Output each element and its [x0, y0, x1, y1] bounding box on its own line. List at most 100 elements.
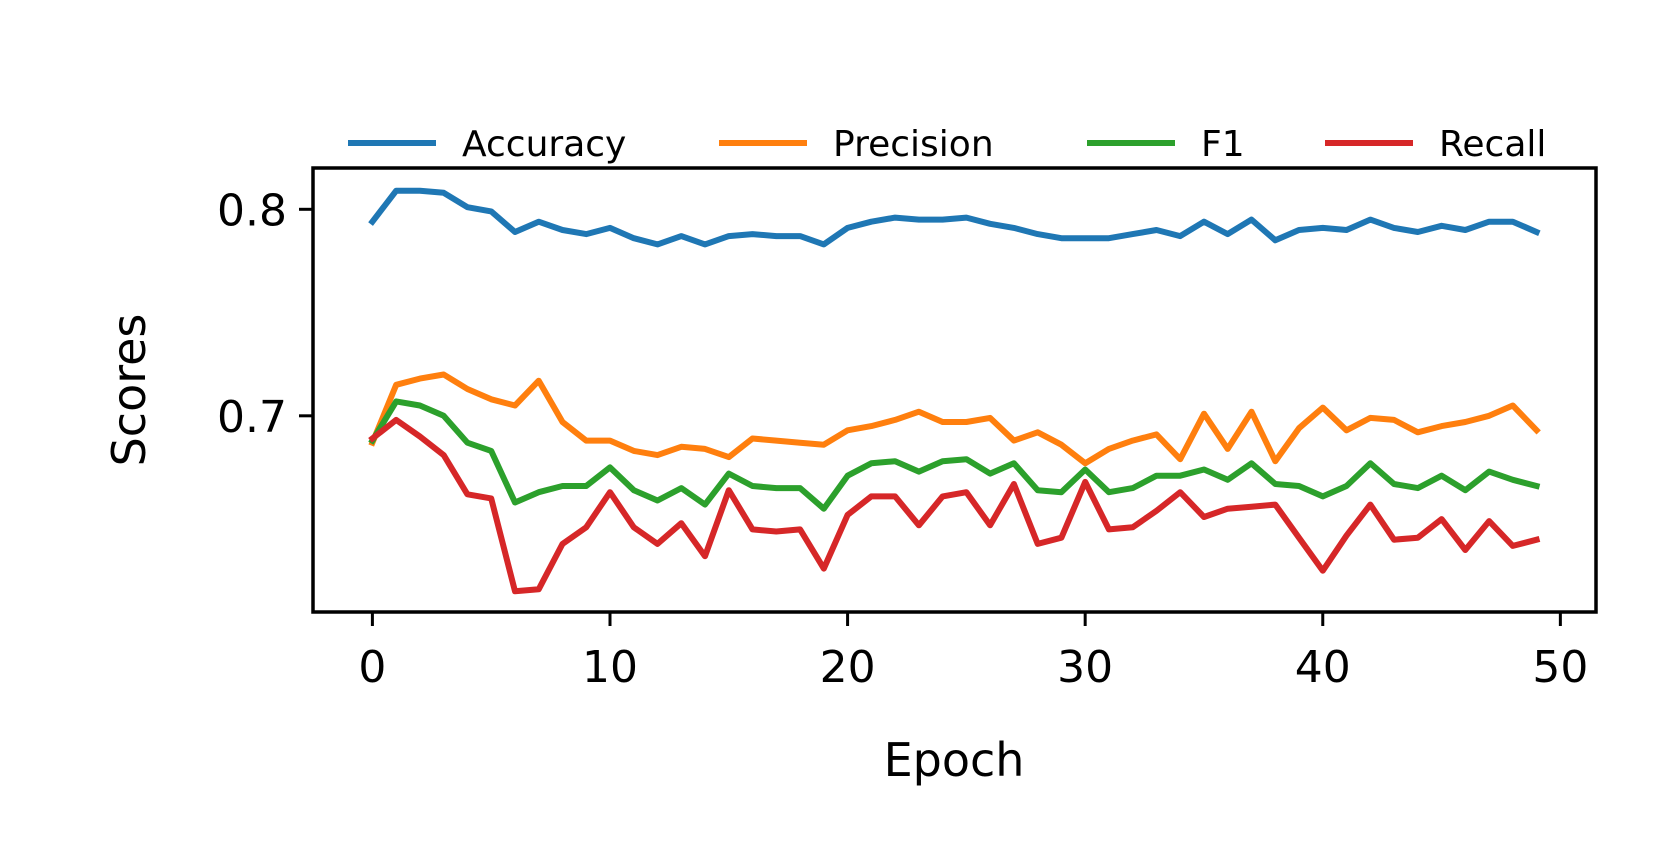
data-point-precision [847, 429, 849, 431]
data-point-f1 [1251, 462, 1252, 464]
data-point-precision [918, 411, 920, 413]
y-tick-label: 0.8 [217, 185, 287, 236]
y-axis: 0.7 0.8 [217, 185, 313, 443]
data-point-f1 [1322, 495, 1324, 497]
data-point-f1 [1441, 475, 1443, 477]
data-point-precision [1488, 415, 1490, 417]
data-point-recall [1322, 570, 1324, 572]
data-point-accuracy [894, 217, 896, 219]
data-point-f1 [1084, 469, 1086, 470]
data-point-accuracy [1227, 233, 1229, 235]
data-point-f1 [894, 460, 896, 462]
data-point-recall [443, 454, 445, 456]
data-point-recall [395, 419, 397, 421]
data-point-recall [538, 588, 540, 590]
data-point-f1 [728, 473, 730, 475]
data-point-recall [657, 543, 658, 545]
data-point-precision [657, 454, 658, 456]
data-point-recall [894, 495, 896, 497]
series-line-recall [368, 416, 1541, 595]
data-point-f1 [704, 504, 706, 506]
data-point-accuracy [1132, 233, 1134, 235]
data-point-accuracy [942, 219, 944, 221]
data-point-precision [989, 417, 991, 419]
data-point-precision [823, 444, 825, 446]
data-point-accuracy [395, 190, 397, 192]
x-tick-label: 30 [1057, 642, 1113, 693]
data-point-recall [942, 495, 944, 497]
data-point-accuracy [1512, 221, 1514, 223]
data-point-accuracy [657, 243, 658, 245]
data-point-recall [799, 528, 801, 530]
data-point-precision [443, 374, 445, 375]
data-point-recall [1346, 535, 1347, 537]
data-point-precision [1227, 448, 1229, 450]
data-point-accuracy [562, 229, 563, 231]
data-point-recall [371, 438, 373, 439]
data-point-accuracy [1060, 237, 1062, 239]
data-point-f1 [823, 508, 825, 510]
data-point-recall [752, 528, 753, 530]
data-point-accuracy [1393, 227, 1395, 229]
data-point-accuracy [1013, 227, 1015, 229]
data-point-precision [775, 440, 777, 442]
y-axis-title: Scores [102, 314, 156, 467]
data-point-precision [1203, 413, 1205, 415]
data-point-precision [1013, 440, 1015, 442]
data-point-precision [1179, 458, 1181, 460]
data-point-f1 [538, 491, 540, 493]
data-point-recall [1251, 506, 1252, 508]
series-line-accuracy [368, 187, 1541, 248]
data-point-recall [562, 543, 563, 545]
data-point-precision [1512, 405, 1514, 406]
data-point-accuracy [585, 233, 587, 235]
data-point-recall [1298, 537, 1300, 539]
data-point-accuracy [1464, 229, 1466, 231]
data-point-precision [514, 405, 516, 406]
x-tick-label: 40 [1295, 642, 1351, 693]
data-point-f1 [918, 471, 920, 473]
data-point-f1 [395, 400, 397, 402]
data-point-precision [1417, 431, 1419, 433]
data-point-recall [1084, 481, 1086, 483]
data-point-precision [609, 440, 611, 442]
data-point-precision [1536, 429, 1538, 431]
data-point-f1 [1274, 483, 1276, 485]
data-point-accuracy [752, 233, 753, 235]
legend-item-precision: Precision [719, 124, 994, 165]
data-point-precision [1132, 440, 1134, 442]
data-point-accuracy [680, 235, 682, 237]
data-point-precision [1322, 407, 1324, 409]
data-point-accuracy [1203, 221, 1205, 223]
data-point-recall [1536, 539, 1538, 541]
data-point-accuracy [1346, 229, 1347, 231]
data-point-accuracy [1488, 221, 1490, 223]
series-recall [368, 416, 1541, 595]
data-point-accuracy [609, 227, 611, 229]
x-tick-label: 20 [820, 642, 876, 693]
data-point-accuracy [1251, 219, 1252, 221]
data-point-accuracy [1274, 239, 1276, 241]
data-point-f1 [466, 442, 468, 444]
data-point-recall [775, 531, 777, 532]
x-axis-title: Epoch [884, 733, 1025, 787]
legend-label: Precision [833, 124, 994, 165]
series-line-precision [368, 371, 1541, 467]
data-point-precision [1108, 448, 1110, 450]
data-point-recall [1274, 504, 1276, 506]
data-point-accuracy [633, 237, 635, 239]
data-point-precision [562, 421, 563, 423]
data-point-recall [870, 495, 872, 497]
data-point-recall [1464, 549, 1466, 551]
data-point-precision [704, 448, 706, 450]
data-point-accuracy [1441, 225, 1443, 227]
data-point-f1 [1108, 491, 1110, 493]
data-point-recall [1393, 539, 1395, 541]
series-line-f1 [368, 398, 1541, 512]
data-point-f1 [1417, 487, 1419, 489]
data-point-precision [1464, 421, 1466, 423]
data-point-precision [728, 456, 730, 458]
data-point-f1 [1132, 487, 1134, 489]
series-precision [368, 371, 1541, 467]
data-point-precision [1369, 417, 1371, 419]
